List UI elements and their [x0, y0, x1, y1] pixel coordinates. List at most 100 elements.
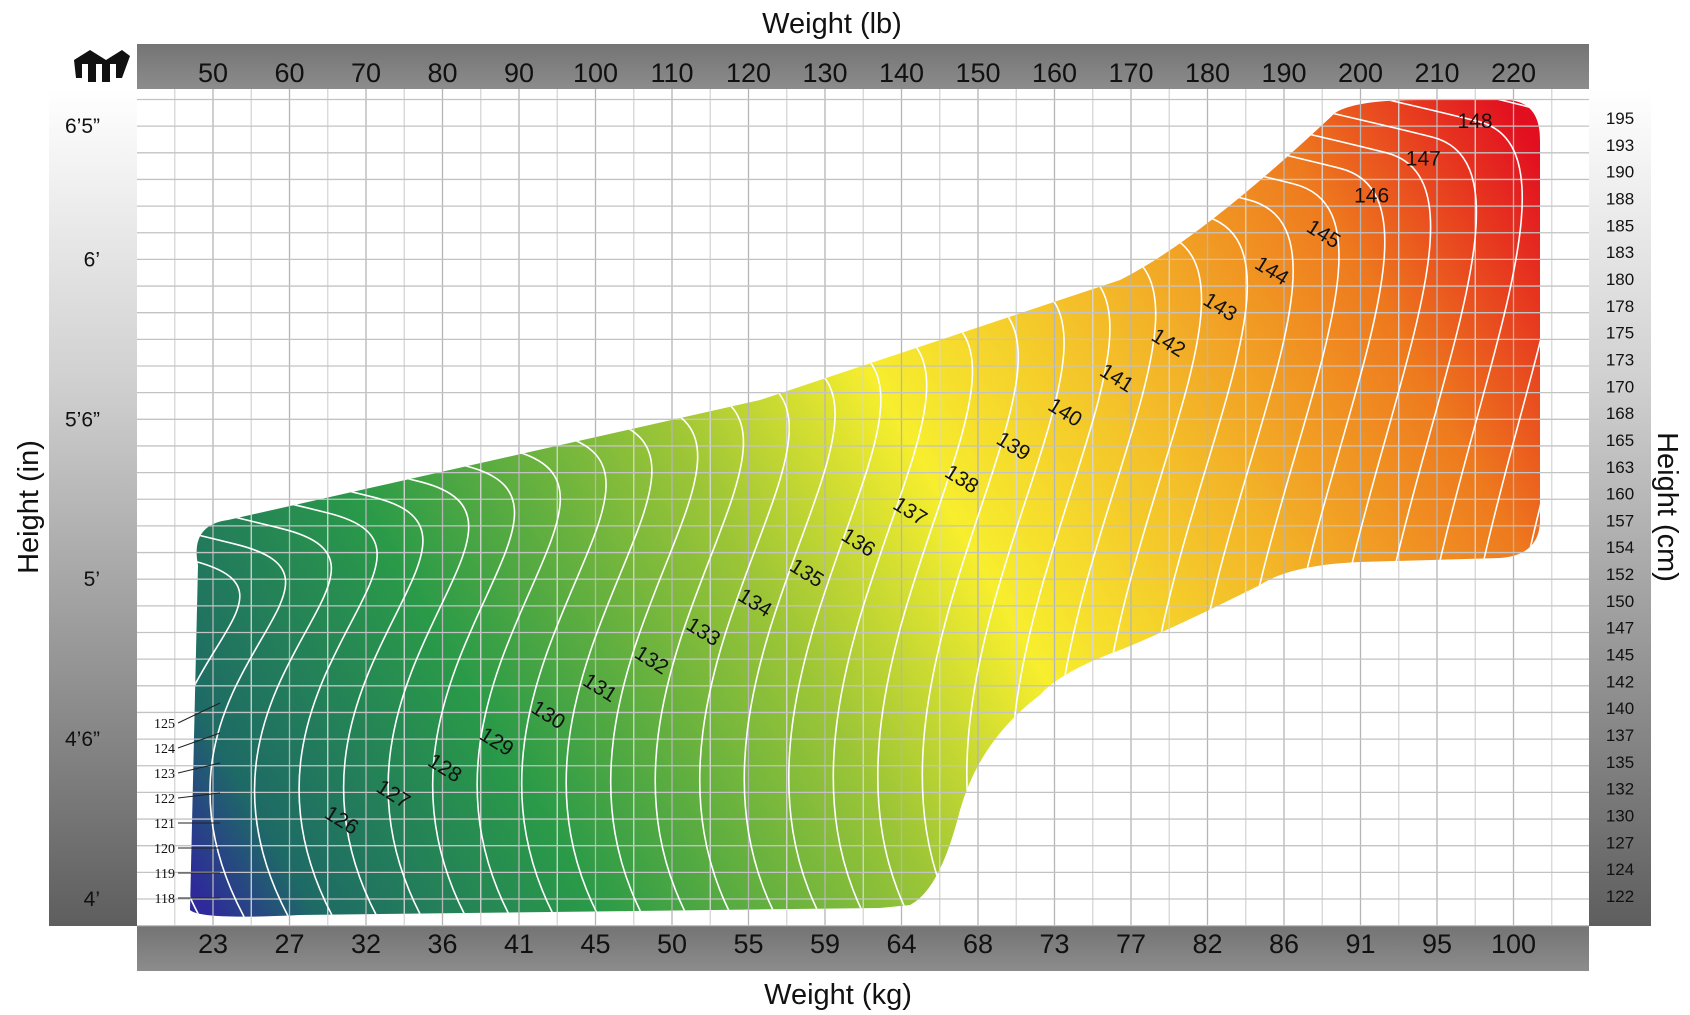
tick-label-cm: 190	[1606, 163, 1634, 182]
tick-label-cm: 185	[1606, 216, 1634, 235]
tick-label-kg: 41	[504, 929, 534, 959]
tick-label-lb: 200	[1338, 58, 1383, 88]
tick-label-lb: 140	[879, 58, 924, 88]
contour-label-119: 119	[155, 867, 175, 882]
contour-label-146: 146	[1354, 185, 1389, 208]
tick-label-cm: 168	[1606, 404, 1634, 423]
tick-label-cm: 193	[1606, 136, 1634, 155]
tick-label-lb: 80	[427, 58, 457, 88]
tick-label-lb: 70	[351, 58, 381, 88]
tick-label-kg: 73	[1039, 929, 1069, 959]
tick-label-cm: 170	[1606, 377, 1634, 396]
tick-label-cm: 122	[1606, 887, 1634, 906]
leader-line-125	[177, 702, 221, 724]
tick-label-lb: 110	[650, 58, 693, 88]
tick-label-kg: 36	[427, 929, 457, 959]
contour-label-147: 147	[1406, 147, 1441, 170]
contour-label-120: 120	[154, 842, 175, 857]
tick-label-in: 5’6”	[65, 408, 100, 431]
weight-lb-ticks: 50 60 70 80 90 100 110 120 130 140 150 160 170 180 190…	[198, 58, 1536, 88]
contour-label-125: 125	[154, 717, 175, 732]
tick-label-cm: 173	[1606, 350, 1634, 369]
tick-label-cm: 124	[1606, 860, 1634, 879]
tick-label-cm: 147	[1606, 619, 1634, 638]
tick-label-kg: 50	[657, 929, 687, 959]
tick-label-lb: 60	[274, 58, 304, 88]
tick-label-lb: 190	[1261, 58, 1306, 88]
contour-line-120	[190, 467, 333, 917]
tick-label-cm: 178	[1606, 297, 1634, 316]
weight-kg-ticks: 23 27 32 36 41 45 50 55 59 64 68 73 77 82 86 91 95 100	[198, 929, 1536, 959]
tick-label-cm: 150	[1606, 592, 1634, 611]
tick-label-cm: 160	[1606, 485, 1634, 504]
tick-label-kg: 27	[274, 929, 304, 959]
tick-label-cm: 165	[1606, 431, 1634, 450]
tick-label-lb: 220	[1491, 58, 1536, 88]
height-cm-ticks: 195 193 190 188 185 183 180 178 175 173 170 168 165 1…	[1606, 109, 1634, 906]
tick-label-cm: 175	[1606, 324, 1634, 343]
left-axis-bar	[49, 89, 137, 926]
tick-label-in: 4’	[84, 888, 100, 911]
tick-label-cm: 154	[1606, 538, 1634, 557]
height-in-ticks: 6’5” 6’ 5’6” 5’ 4’6” 4’	[65, 115, 100, 911]
contour-label-124: 124	[154, 742, 175, 757]
tick-label-cm: 132	[1606, 780, 1634, 799]
tick-label-cm: 142	[1606, 672, 1634, 691]
contour-label-118: 118	[155, 892, 175, 907]
tick-label-cm: 135	[1606, 753, 1634, 772]
tick-label-cm: 137	[1606, 726, 1634, 745]
bottom-axis-bar	[137, 926, 1589, 971]
tick-label-lb: 170	[1108, 58, 1153, 88]
tick-label-in: 6’	[84, 248, 100, 271]
tick-label-cm: 140	[1606, 699, 1634, 718]
y-left-axis-title: Height (in)	[13, 440, 45, 574]
tick-label-lb: 130	[802, 58, 847, 88]
top-axis-bar	[137, 44, 1589, 89]
tick-label-cm: 152	[1606, 565, 1634, 584]
contour-line-119	[190, 483, 287, 917]
contour-label-121: 121	[154, 817, 175, 832]
tick-label-kg: 32	[351, 929, 381, 959]
leader-line-123	[177, 762, 221, 774]
x-top-axis-title: Weight (lb)	[762, 8, 902, 40]
tick-label-cm: 157	[1606, 511, 1634, 530]
contour-label-123: 123	[154, 767, 175, 782]
tick-label-kg: 45	[580, 929, 610, 959]
tick-label-lb: 120	[726, 58, 771, 88]
contour-line-118	[190, 499, 241, 917]
tick-label-lb: 210	[1414, 58, 1459, 88]
leader-line-122	[177, 792, 221, 799]
tick-label-in: 5’	[84, 568, 100, 591]
tick-label-kg: 77	[1116, 929, 1146, 959]
x-bottom-axis-title: Weight (kg)	[764, 979, 912, 1011]
tick-label-kg: 100	[1491, 929, 1536, 959]
tick-label-cm: 145	[1606, 646, 1634, 665]
tick-label-cm: 130	[1606, 807, 1634, 826]
tick-label-lb: 150	[955, 58, 1000, 88]
tick-label-kg: 91	[1345, 929, 1375, 959]
leader-line-124	[177, 732, 221, 749]
tick-label-cm: 183	[1606, 243, 1634, 262]
tick-label-lb: 90	[504, 58, 534, 88]
tick-label-lb: 50	[198, 58, 228, 88]
brand-logo-icon	[74, 50, 130, 82]
y-right-axis-title: Height (cm)	[1651, 432, 1683, 582]
tick-label-cm: 188	[1606, 189, 1634, 208]
tick-label-kg: 82	[1192, 929, 1222, 959]
right-axis-bar	[1589, 89, 1651, 926]
tick-label-kg: 86	[1269, 929, 1299, 959]
tick-label-in: 4’6”	[65, 728, 100, 751]
tick-label-lb: 180	[1185, 58, 1230, 88]
tick-label-kg: 68	[963, 929, 993, 959]
tick-label-lb: 160	[1032, 58, 1077, 88]
contour-label-122: 122	[154, 792, 175, 807]
tick-label-kg: 23	[198, 929, 228, 959]
tick-label-kg: 59	[810, 929, 840, 959]
tick-label-kg: 95	[1422, 929, 1452, 959]
contour-label-148: 148	[1457, 110, 1492, 133]
tick-label-kg: 64	[886, 929, 916, 959]
tick-label-in: 6’5”	[65, 115, 100, 138]
tick-label-kg: 55	[733, 929, 763, 959]
tick-label-cm: 127	[1606, 833, 1634, 852]
